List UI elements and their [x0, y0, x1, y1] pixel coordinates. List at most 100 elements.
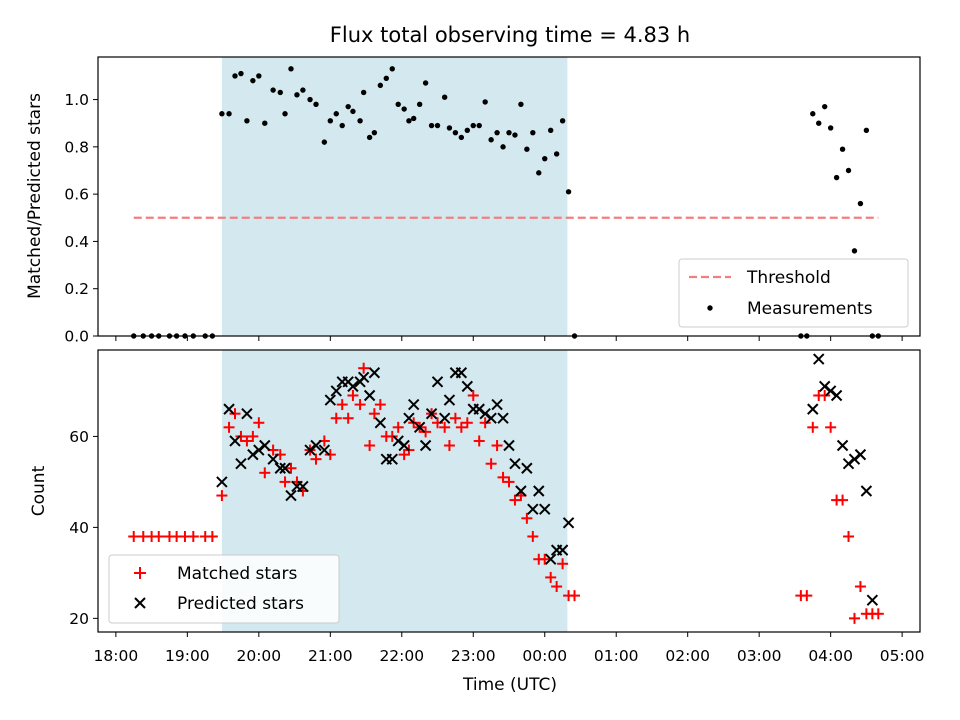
- matched-stars-point: [467, 389, 479, 401]
- predicted-stars-point: [485, 412, 497, 424]
- matched-stars-point: [285, 462, 297, 474]
- matched-stars-point: [848, 612, 860, 624]
- measurement-point: [542, 155, 548, 162]
- matched-stars-point: [386, 430, 398, 442]
- matched-stars-point: [358, 362, 370, 374]
- matched-stars-point: [503, 476, 515, 488]
- predicted-stars-point: [860, 485, 873, 497]
- matched-stars-point: [509, 494, 521, 506]
- count-xtick-label: 04:00: [808, 647, 853, 665]
- measurement-point: [219, 111, 225, 117]
- matched-stars-point: [259, 467, 271, 479]
- ratio-observing-window: [221, 57, 568, 336]
- measurement-point: [277, 89, 283, 96]
- matched-stars-point: [825, 421, 837, 433]
- count-xtick-label: 00:00: [522, 647, 567, 665]
- matched-stars-point: [229, 408, 241, 420]
- matched-stars-point: [837, 494, 849, 506]
- measurement-point: [410, 115, 417, 122]
- matched-stars-point: [843, 530, 855, 542]
- predicted-stars-point: [443, 394, 456, 406]
- measurement-point: [383, 75, 389, 81]
- matched-stars-point: [551, 581, 563, 593]
- matched-stars-point: [153, 530, 165, 542]
- predicted-stars-point: [310, 439, 322, 452]
- measurement-point: [406, 118, 412, 124]
- measurement-point: [536, 170, 542, 176]
- predicted-stars-point: [318, 444, 331, 456]
- predicted-stars-point: [235, 458, 247, 470]
- matched-stars-point: [872, 608, 884, 620]
- measurement-point: [389, 66, 395, 72]
- count-xtick-label: 03:00: [737, 647, 782, 665]
- count-ytick-label: 60: [69, 428, 89, 446]
- matched-stars-point: [521, 512, 533, 524]
- predicted-stars-point: [515, 485, 527, 497]
- count-xtick-label: 19:00: [165, 647, 210, 665]
- measurement-point: [333, 111, 339, 117]
- measurement-point: [446, 125, 453, 131]
- count-xtick-label: 22:00: [379, 647, 424, 665]
- measurement-point: [524, 146, 530, 152]
- matched-stars-point: [569, 590, 581, 602]
- measurement-point: [810, 111, 816, 117]
- predicted-stars-point: [223, 403, 235, 415]
- measurement-point: [452, 129, 459, 136]
- predicted-stars-point: [425, 407, 438, 420]
- predicted-stars-point: [403, 412, 415, 424]
- matched-stars-point: [374, 399, 386, 411]
- measurement-point: [360, 89, 367, 96]
- measurement-point: [288, 66, 294, 72]
- matched-stars-point: [187, 530, 199, 542]
- matched-stars-point: [336, 399, 348, 411]
- measurement-point: [434, 122, 441, 129]
- predicted-stars-point: [419, 439, 432, 452]
- predicted-stars-point: [556, 544, 569, 556]
- matched-stars-point: [354, 399, 366, 411]
- predicted-stars-point: [398, 439, 410, 452]
- count-xtick-label: 18:00: [94, 647, 139, 665]
- predicted-stars-point: [330, 385, 342, 397]
- matched-stars-legend-marker: [134, 567, 146, 579]
- measurement-point: [488, 137, 494, 143]
- matched-stars-point: [223, 421, 235, 433]
- measurement-point: [294, 92, 300, 98]
- matched-stars-point: [807, 421, 819, 433]
- measurement-point: [244, 118, 250, 124]
- ratio-ytick-label: 0.2: [64, 280, 89, 298]
- matched-stars-point: [497, 471, 509, 483]
- measurement-point: [256, 73, 262, 79]
- matched-stars-point: [206, 530, 218, 542]
- predicted-stars-point: [539, 503, 551, 515]
- measurement-point: [377, 82, 384, 89]
- count-y-axis-label: Count: [29, 465, 49, 516]
- measurement-point: [851, 248, 858, 254]
- measurement-point: [395, 101, 401, 107]
- predicted-stars-point: [216, 476, 228, 488]
- matched-stars-point: [479, 417, 491, 429]
- predicted-stars-point: [461, 380, 474, 393]
- matched-stars-point: [392, 421, 404, 433]
- measurement-point: [300, 87, 306, 93]
- count-xtick-label: 02:00: [665, 647, 710, 665]
- predicted-stars-point: [527, 503, 539, 515]
- predicted-stars-point: [407, 398, 420, 411]
- measurement-point: [559, 118, 566, 124]
- predicted-stars-point: [854, 448, 867, 461]
- matched-stars-legend-label: Matched stars: [177, 564, 297, 584]
- measurement-point: [857, 200, 864, 207]
- predicted-stars-point: [497, 412, 509, 424]
- measurement-point: [250, 77, 256, 84]
- matched-stars-point: [473, 435, 485, 447]
- x-axis-label: Time (UTC): [462, 675, 557, 695]
- measurement-point: [232, 73, 238, 79]
- ratio-ytick-label: 0.0: [64, 328, 89, 346]
- count-legend: Matched stars Predicted stars: [108, 554, 340, 624]
- matched-stars-point: [449, 412, 461, 424]
- predicted-stars-point: [368, 367, 381, 379]
- ratio-ytick-label: 1.0: [64, 91, 89, 109]
- measurement-point: [500, 144, 506, 150]
- matched-stars-point: [491, 440, 503, 452]
- measurement-point: [416, 101, 423, 107]
- matched-stars-point: [247, 430, 259, 442]
